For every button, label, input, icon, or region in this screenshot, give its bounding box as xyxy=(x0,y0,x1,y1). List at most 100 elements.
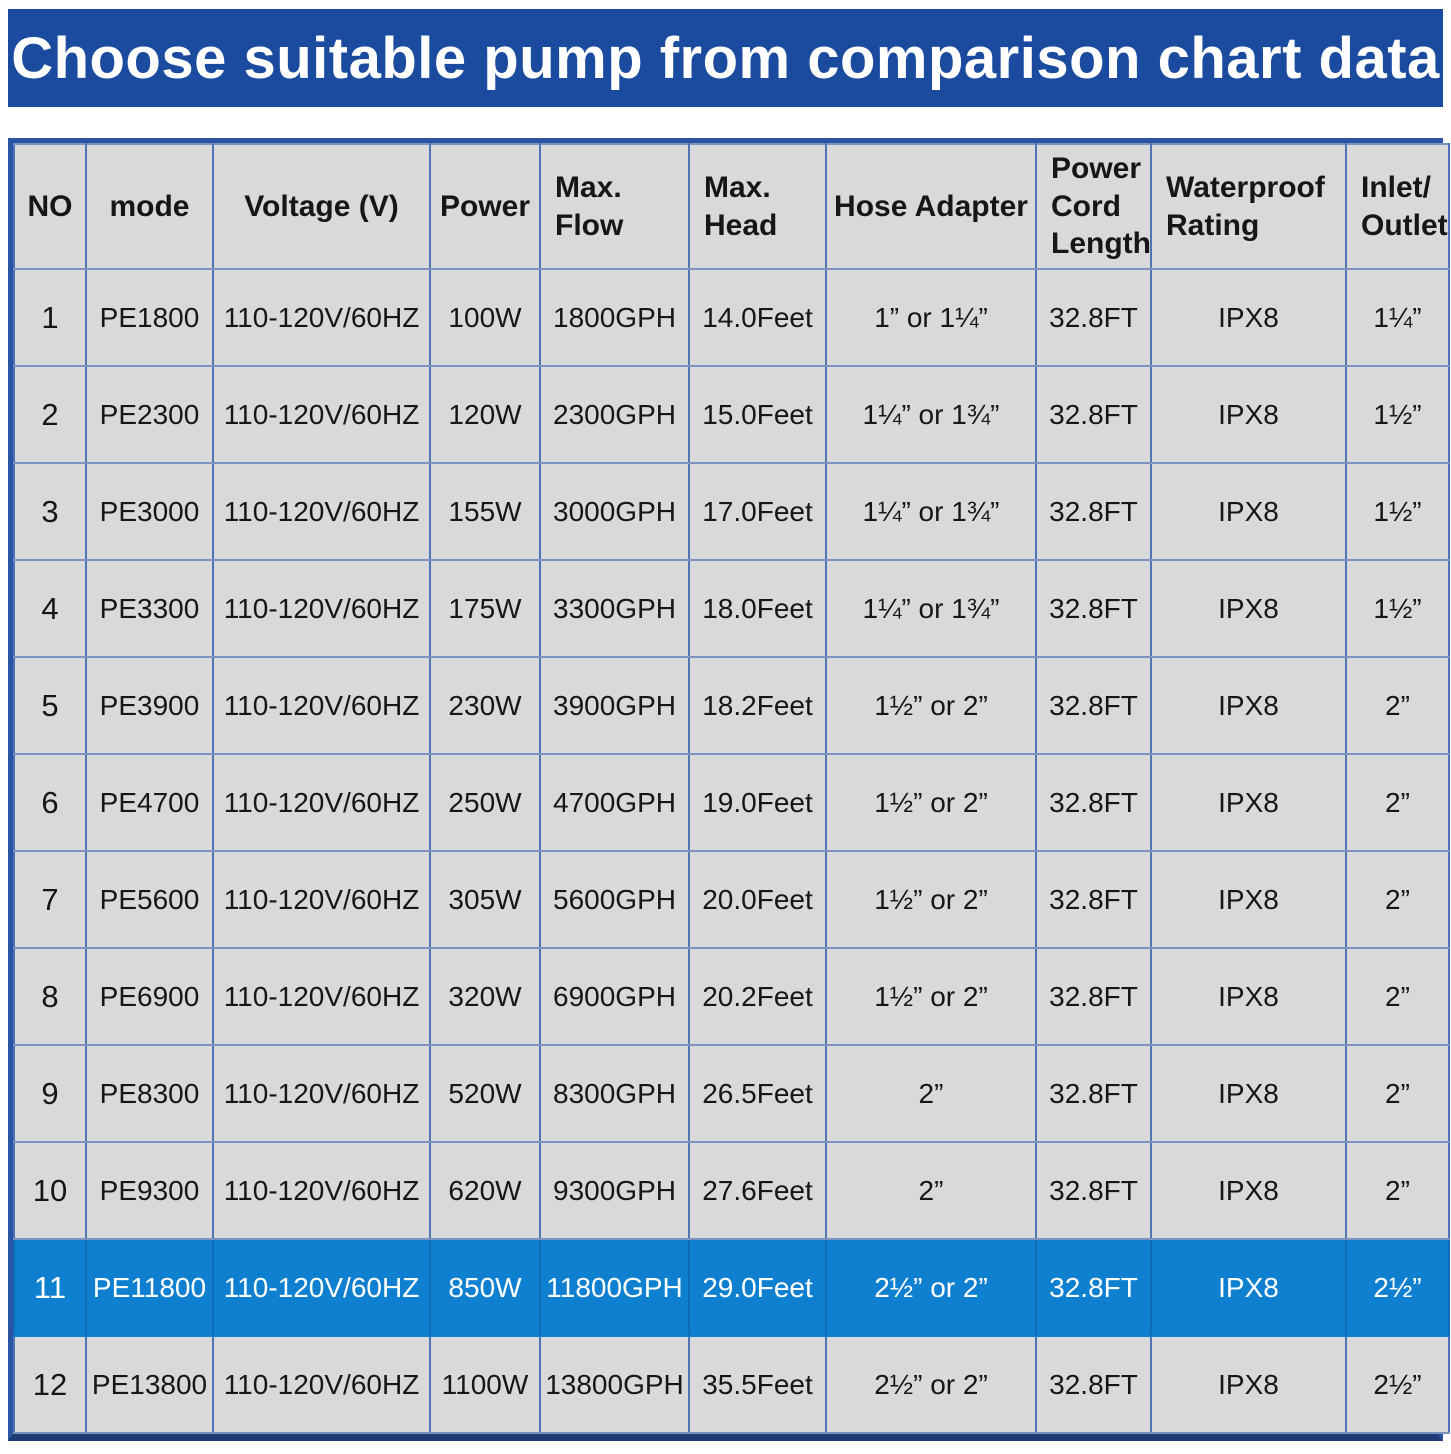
cell-voltage: 110-120V/60HZ xyxy=(212,1141,431,1240)
cell-cord_length: 32.8FT xyxy=(1035,1044,1152,1143)
cell-no: 1 xyxy=(13,268,87,367)
cell-max_head: 20.2Feet xyxy=(688,947,827,1046)
cell-mode: PE5600 xyxy=(85,850,214,949)
cell-power: 100W xyxy=(429,268,541,367)
cell-max_flow: 3300GPH xyxy=(539,559,690,658)
cell-mode: PE4700 xyxy=(85,753,214,852)
cell-power: 120W xyxy=(429,365,541,464)
cell-max_head: 19.0Feet xyxy=(688,753,827,852)
table-row: 6 PE4700 110-120V/60HZ 250W 4700GPH 19.0Feet 1… xyxy=(13,753,1450,852)
pump-comparison-table: NO mode Voltage (V) Power Max. Flow Max. Head… xyxy=(13,143,1450,1434)
cell-no: 10 xyxy=(13,1141,87,1240)
cell-hose_adapter: 1½” or 2” xyxy=(825,850,1037,949)
cell-inlet_outlet: 2½” xyxy=(1345,1335,1450,1434)
cell-power: 230W xyxy=(429,656,541,755)
cell-mode: PE9300 xyxy=(85,1141,214,1240)
cell-hose_adapter: 1½” or 2” xyxy=(825,947,1037,1046)
cell-hose_adapter: 1¼” or 1¾” xyxy=(825,559,1037,658)
cell-voltage: 110-120V/60HZ xyxy=(212,850,431,949)
cell-cord_length: 32.8FT xyxy=(1035,1238,1152,1337)
cell-hose_adapter: 1½” or 2” xyxy=(825,753,1037,852)
cell-no: 3 xyxy=(13,462,87,561)
cell-mode: PE11800 xyxy=(85,1238,214,1337)
table-row: 7 PE5600 110-120V/60HZ 305W 5600GPH 20.0Feet 1… xyxy=(13,850,1450,949)
cell-cord_length: 32.8FT xyxy=(1035,559,1152,658)
cell-max_flow: 13800GPH xyxy=(539,1335,690,1434)
cell-power: 305W xyxy=(429,850,541,949)
cell-no: 7 xyxy=(13,850,87,949)
cell-voltage: 110-120V/60HZ xyxy=(212,268,431,367)
cell-mode: PE8300 xyxy=(85,1044,214,1143)
cell-max_flow: 9300GPH xyxy=(539,1141,690,1240)
cell-max_flow: 3900GPH xyxy=(539,656,690,755)
cell-max_head: 29.0Feet xyxy=(688,1238,827,1337)
cell-inlet_outlet: 2” xyxy=(1345,850,1450,949)
cell-inlet_outlet: 1½” xyxy=(1345,462,1450,561)
cell-hose_adapter: 1¼” or 1¾” xyxy=(825,365,1037,464)
cell-waterproof: IPX8 xyxy=(1150,1044,1347,1143)
cell-mode: PE13800 xyxy=(85,1335,214,1434)
cell-voltage: 110-120V/60HZ xyxy=(212,947,431,1046)
column-header-power: Power xyxy=(429,143,541,270)
cell-cord_length: 32.8FT xyxy=(1035,365,1152,464)
cell-max_flow: 1800GPH xyxy=(539,268,690,367)
column-header-mode: mode xyxy=(85,143,214,270)
column-header-inlet_outlet: Inlet/ Outlet xyxy=(1345,143,1450,270)
cell-max_head: 20.0Feet xyxy=(688,850,827,949)
cell-max_flow: 3000GPH xyxy=(539,462,690,561)
column-header-max_head: Max. Head xyxy=(688,143,827,270)
cell-max_flow: 8300GPH xyxy=(539,1044,690,1143)
cell-waterproof: IPX8 xyxy=(1150,559,1347,658)
cell-mode: PE3000 xyxy=(85,462,214,561)
cell-power: 850W xyxy=(429,1238,541,1337)
cell-voltage: 110-120V/60HZ xyxy=(212,559,431,658)
table-row: 2 PE2300 110-120V/60HZ 120W 2300GPH 15.0Feet 1… xyxy=(13,365,1450,464)
cell-power: 520W xyxy=(429,1044,541,1143)
cell-cord_length: 32.8FT xyxy=(1035,1335,1152,1434)
cell-waterproof: IPX8 xyxy=(1150,947,1347,1046)
cell-no: 5 xyxy=(13,656,87,755)
cell-waterproof: IPX8 xyxy=(1150,656,1347,755)
cell-max_flow: 4700GPH xyxy=(539,753,690,852)
table-row: 4 PE3300 110-120V/60HZ 175W 3300GPH 18.0Feet 1… xyxy=(13,559,1450,658)
cell-mode: PE2300 xyxy=(85,365,214,464)
cell-cord_length: 32.8FT xyxy=(1035,947,1152,1046)
column-header-waterproof: Waterproof Rating xyxy=(1150,143,1347,270)
table-row: 1 PE1800 110-120V/60HZ 100W 1800GPH 14.0Feet 1… xyxy=(13,268,1450,367)
cell-hose_adapter: 2½” or 2” xyxy=(825,1238,1037,1337)
cell-waterproof: IPX8 xyxy=(1150,1141,1347,1240)
cell-inlet_outlet: 1½” xyxy=(1345,559,1450,658)
cell-cord_length: 32.8FT xyxy=(1035,850,1152,949)
column-header-cord_length: Power Cord Length xyxy=(1035,143,1152,270)
cell-inlet_outlet: 2” xyxy=(1345,1044,1450,1143)
cell-waterproof: IPX8 xyxy=(1150,462,1347,561)
cell-power: 1100W xyxy=(429,1335,541,1434)
cell-no: 4 xyxy=(13,559,87,658)
cell-cord_length: 32.8FT xyxy=(1035,462,1152,561)
cell-max_flow: 11800GPH xyxy=(539,1238,690,1337)
cell-cord_length: 32.8FT xyxy=(1035,268,1152,367)
cell-no: 2 xyxy=(13,365,87,464)
cell-hose_adapter: 1½” or 2” xyxy=(825,656,1037,755)
table-row: 8 PE6900 110-120V/60HZ 320W 6900GPH 20.2Feet 1… xyxy=(13,947,1450,1046)
cell-max_head: 18.0Feet xyxy=(688,559,827,658)
cell-no: 9 xyxy=(13,1044,87,1143)
cell-power: 250W xyxy=(429,753,541,852)
cell-max_head: 26.5Feet xyxy=(688,1044,827,1143)
table-row: 5 PE3900 110-120V/60HZ 230W 3900GPH 18.2Feet 1… xyxy=(13,656,1450,755)
cell-waterproof: IPX8 xyxy=(1150,753,1347,852)
cell-waterproof: IPX8 xyxy=(1150,850,1347,949)
cell-waterproof: IPX8 xyxy=(1150,1238,1347,1337)
cell-max_flow: 6900GPH xyxy=(539,947,690,1046)
table-row: 3 PE3000 110-120V/60HZ 155W 3000GPH 17.0Feet 1… xyxy=(13,462,1450,561)
cell-inlet_outlet: 2” xyxy=(1345,656,1450,755)
cell-hose_adapter: 2” xyxy=(825,1141,1037,1240)
cell-power: 175W xyxy=(429,559,541,658)
cell-hose_adapter: 1¼” or 1¾” xyxy=(825,462,1037,561)
cell-mode: PE3900 xyxy=(85,656,214,755)
cell-hose_adapter: 2½” or 2” xyxy=(825,1335,1037,1434)
cell-voltage: 110-120V/60HZ xyxy=(212,1238,431,1337)
cell-cord_length: 32.8FT xyxy=(1035,1141,1152,1240)
cell-inlet_outlet: 2” xyxy=(1345,947,1450,1046)
cell-max_head: 27.6Feet xyxy=(688,1141,827,1240)
